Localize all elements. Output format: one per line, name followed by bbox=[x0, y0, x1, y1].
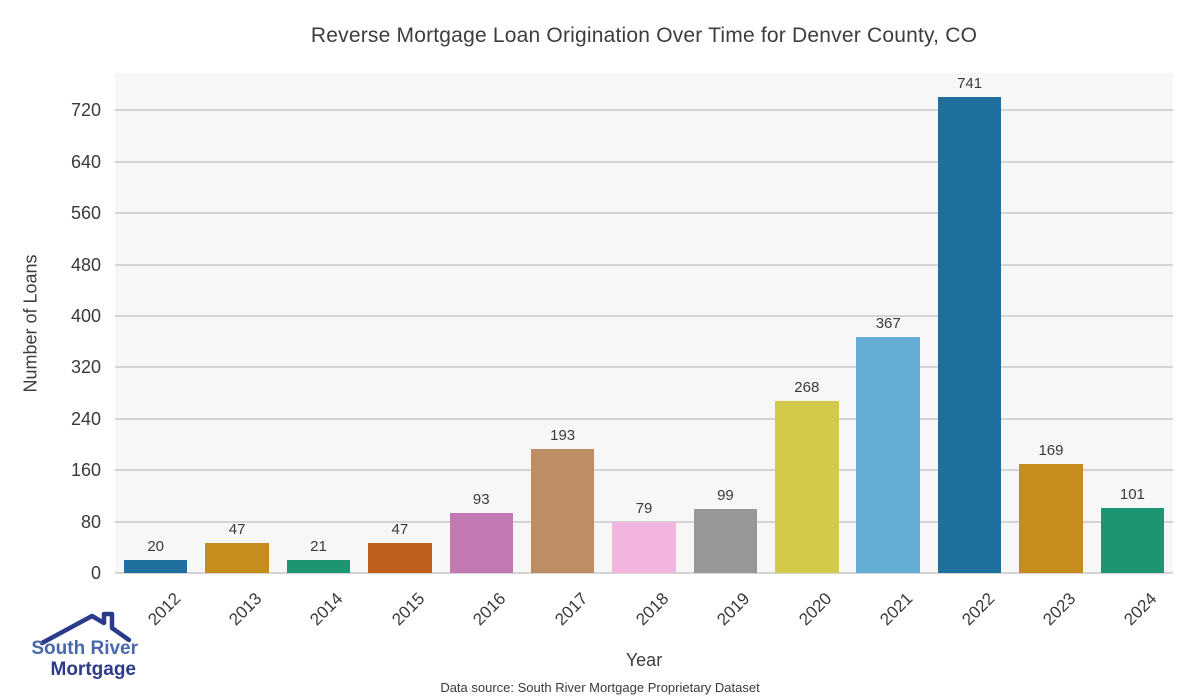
bar-value-label: 47 bbox=[228, 520, 246, 538]
bar-2023 bbox=[1019, 464, 1083, 573]
x-tick-label: 2015 bbox=[388, 589, 429, 630]
x-tick-label: 2017 bbox=[550, 589, 592, 630]
logo-text-line2: Mortgage bbox=[50, 659, 137, 680]
bars-container: 20 47 21 47 93 193 79 99 268 367 741 169 101 bbox=[115, 73, 1173, 573]
bar-value-label: 21 bbox=[310, 537, 327, 555]
y-tick-label: 80 bbox=[80, 511, 101, 532]
bar-value-label: 367 bbox=[875, 315, 901, 333]
bar-slot-2014: 21 bbox=[278, 73, 359, 573]
house-roof-icon bbox=[39, 611, 132, 646]
x-tick-label: 2014 bbox=[306, 589, 347, 630]
bar-slot-2018: 79 bbox=[603, 73, 684, 573]
plot-area: 20 47 21 47 93 193 79 99 268 367 741 169 101 bbox=[115, 73, 1173, 574]
gridline bbox=[115, 109, 1173, 112]
x-tick-label: 2021 bbox=[876, 589, 917, 630]
x-tick-label: 2023 bbox=[1039, 589, 1080, 630]
bar-slot-2019: 99 bbox=[685, 73, 766, 573]
bar-value-label: 93 bbox=[472, 491, 490, 509]
x-tick-label: 2019 bbox=[713, 589, 754, 630]
gridline bbox=[115, 160, 1173, 163]
bar-2020 bbox=[775, 400, 839, 573]
bar-value-label: 47 bbox=[391, 520, 409, 538]
y-tick-label: 400 bbox=[70, 305, 101, 326]
bar-2012 bbox=[123, 560, 188, 573]
x-tick-label: 2013 bbox=[225, 589, 266, 630]
x-tick-label: 2020 bbox=[795, 589, 836, 630]
bar-2017 bbox=[530, 448, 595, 573]
bar-slot-2021: 367 bbox=[848, 73, 929, 573]
bar-value-label: 20 bbox=[147, 538, 165, 556]
bar-value-label: 101 bbox=[1119, 486, 1145, 504]
gridline bbox=[115, 572, 1173, 574]
bar-slot-2023: 169 bbox=[1010, 73, 1091, 573]
y-axis-tick-labels: 0 80 160 240 320 400 480 560 640 720 bbox=[0, 73, 101, 583]
bar-value-label: 741 bbox=[957, 74, 983, 92]
bar-slot-2020: 268 bbox=[766, 73, 847, 573]
logo-text-line1: South River bbox=[31, 638, 138, 659]
gridline bbox=[115, 212, 1173, 215]
x-axis-tick-labels: 2012 2013 2014 2015 2016 2017 2018 2019 2020 2021… bbox=[115, 573, 1173, 637]
bar-value-label: 193 bbox=[550, 426, 576, 444]
bar-slot-2013: 47 bbox=[196, 73, 277, 573]
bar-2021 bbox=[856, 337, 920, 573]
y-tick-label: 560 bbox=[70, 203, 101, 224]
bar-2013 bbox=[205, 542, 269, 573]
x-tick-label: 2022 bbox=[957, 589, 998, 630]
y-tick-label: 320 bbox=[70, 357, 101, 378]
gridline bbox=[115, 263, 1173, 266]
x-tick-label: 2018 bbox=[632, 589, 673, 630]
chart-title: Reverse Mortgage Loan Origination Over T… bbox=[310, 24, 978, 47]
y-tick-label: 640 bbox=[70, 151, 101, 172]
y-tick-label: 240 bbox=[70, 408, 101, 429]
data-source-note: Data source: South River Mortgage Propri… bbox=[440, 680, 760, 695]
y-tick-label: 480 bbox=[70, 254, 101, 275]
gridline bbox=[115, 469, 1173, 472]
bar-value-label: 268 bbox=[794, 378, 820, 396]
south-river-mortgage-logo: South River Mortgage bbox=[18, 610, 138, 680]
bar-2024 bbox=[1100, 508, 1165, 573]
x-tick-label: 2016 bbox=[469, 589, 510, 630]
bar-slot-2024: 101 bbox=[1092, 73, 1173, 573]
bar-value-label: 79 bbox=[635, 500, 653, 518]
y-tick-label: 160 bbox=[70, 460, 101, 481]
bar-2018 bbox=[612, 522, 676, 573]
bar-slot-2016: 93 bbox=[441, 73, 522, 573]
bar-2014 bbox=[286, 559, 351, 573]
y-tick-label: 0 bbox=[90, 563, 101, 583]
gridline bbox=[115, 520, 1173, 523]
y-tick-label: 720 bbox=[70, 100, 101, 121]
x-tick-label: 2012 bbox=[143, 589, 185, 630]
bar-2019 bbox=[693, 509, 758, 573]
bar-slot-2022: 741 bbox=[929, 73, 1010, 573]
gridline bbox=[115, 366, 1173, 369]
bar-2016 bbox=[449, 513, 513, 573]
bar-2015 bbox=[368, 542, 432, 573]
bar-value-label: 169 bbox=[1038, 442, 1064, 460]
bar-slot-2015: 47 bbox=[359, 73, 440, 573]
bar-value-label: 99 bbox=[717, 487, 734, 505]
bar-slot-2012: 20 bbox=[115, 73, 196, 573]
gridline bbox=[115, 314, 1173, 317]
x-axis-title: Year bbox=[625, 650, 663, 670]
bar-slot-2017: 193 bbox=[522, 73, 603, 573]
gridline bbox=[115, 417, 1173, 420]
x-tick-label: 2024 bbox=[1120, 589, 1161, 630]
bar-2022 bbox=[937, 96, 1002, 573]
